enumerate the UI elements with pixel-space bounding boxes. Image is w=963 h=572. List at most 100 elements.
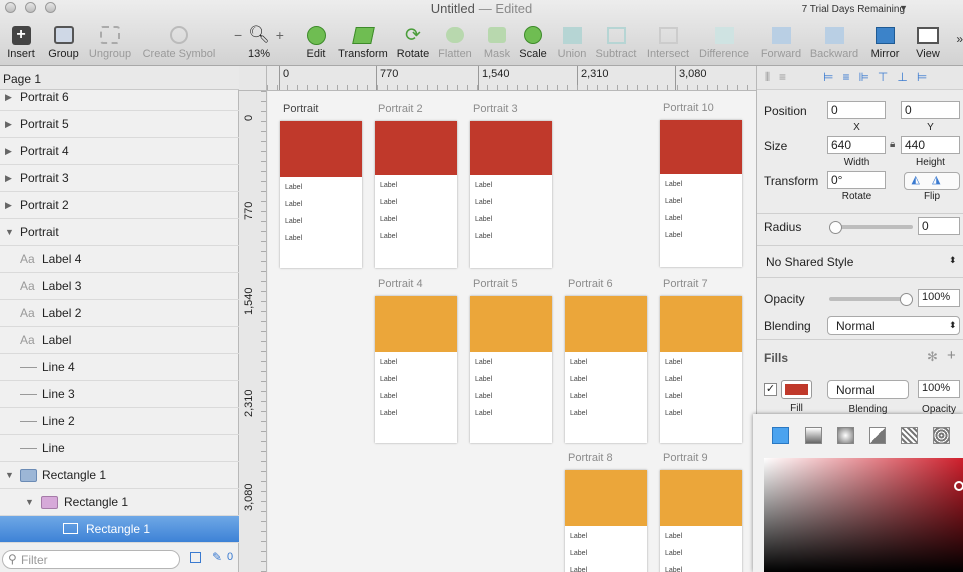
artboard-title[interactable]: Portrait 5 [473, 278, 518, 290]
fill-enabled-checkbox[interactable]: ✓ [764, 383, 777, 396]
radial-gradient-tab[interactable] [837, 427, 854, 444]
y-field[interactable]: 0 [901, 101, 960, 119]
mirror-button[interactable]: Mirror [868, 24, 902, 64]
filter-input[interactable]: ⚲ Filter [2, 550, 180, 569]
artboard-title[interactable]: Portrait 8 [568, 452, 613, 464]
gear-icon[interactable]: ✻ [927, 349, 938, 364]
group-button[interactable]: Group [47, 24, 80, 64]
x-field[interactable]: 0 [827, 101, 886, 119]
artboard-header-rect[interactable] [565, 470, 647, 526]
intersect-button[interactable]: Intersect [645, 24, 691, 64]
artboard-label-text[interactable]: Label [380, 199, 398, 206]
artboard-header-rect[interactable] [470, 296, 552, 352]
subtract-button[interactable]: Subtract [594, 24, 638, 64]
artboard-label-text[interactable]: Label [665, 567, 683, 572]
artboard-header-rect[interactable] [470, 121, 552, 175]
artboard-label-text[interactable]: Label [570, 533, 588, 540]
sidebar-item-portrait-4[interactable]: ▶ Portrait 4 [0, 138, 239, 165]
artboard-title[interactable]: Portrait 4 [378, 278, 423, 290]
blending-select[interactable]: Normal [827, 316, 960, 335]
artboard-label-text[interactable]: Label [665, 359, 683, 366]
radius-slider-knob[interactable] [829, 221, 842, 234]
artboard-header-rect[interactable] [280, 121, 362, 177]
align-icons[interactable]: ⊨≡⊫⊤⊥⊨ [823, 70, 937, 84]
artboard-title[interactable]: Portrait 2 [378, 103, 423, 115]
artboard-header-rect[interactable] [565, 296, 647, 352]
flip-control[interactable]: ◭◮ [904, 172, 960, 190]
artboard-title[interactable]: Portrait 3 [473, 103, 518, 115]
noise-fill-tab[interactable] [933, 427, 950, 444]
trial-remaining[interactable]: 7 Trial Days Remaining [801, 4, 905, 15]
disclosure-down-icon[interactable]: ▼ [25, 497, 34, 507]
artboard-label-text[interactable]: Label [665, 533, 683, 540]
artboard-label-text[interactable]: Label [570, 410, 588, 417]
ungroup-button[interactable]: Ungroup [86, 24, 134, 64]
artboard-label-text[interactable]: Label [665, 550, 683, 557]
artboard-label-text[interactable]: Label [380, 359, 398, 366]
toolbar-overflow-icon[interactable]: » [956, 32, 963, 46]
artboard-label-text[interactable]: Label [380, 393, 398, 400]
artboard-label-text[interactable]: Label [285, 218, 303, 225]
linear-gradient-tab[interactable] [805, 427, 822, 444]
artboard-label-text[interactable]: Label [380, 410, 398, 417]
artboard-label-text[interactable]: Label [665, 376, 683, 383]
sidebar-item-line-2[interactable]: Line 2 [0, 408, 239, 435]
artboard-label-text[interactable]: Label [665, 198, 683, 205]
vertical-ruler[interactable]: 0 770 1,540 2,310 3,080 [239, 91, 267, 572]
disclosure-right-icon[interactable]: ▶ [5, 200, 12, 210]
artboard-label-text[interactable]: Label [285, 235, 303, 242]
mask-button[interactable]: Mask [482, 24, 512, 64]
union-button[interactable]: Union [556, 24, 588, 64]
minimize-window-button[interactable] [25, 2, 36, 13]
disclosure-right-icon[interactable]: ▶ [5, 173, 12, 183]
duplicate-icon[interactable] [190, 552, 201, 563]
width-field[interactable]: 640 [827, 136, 886, 154]
artboard-label-text[interactable]: Label [665, 215, 683, 222]
artboard-label-text[interactable]: Label [380, 216, 398, 223]
artboard-label-text[interactable]: Label [285, 184, 303, 191]
sidebar-item-label-2[interactable]: Aa Label 2 [0, 300, 239, 327]
artboard-label-text[interactable]: Label [570, 359, 588, 366]
sidebar-item-rectangle-1[interactable]: ▼ Rectangle 1 [0, 489, 239, 516]
radius-field[interactable]: 0 [918, 217, 960, 235]
angular-gradient-tab[interactable] [869, 427, 886, 444]
zoom-control[interactable]: − 🔍︎ + 13% [229, 24, 289, 64]
opacity-slider-knob[interactable] [900, 293, 913, 306]
artboard-header-rect[interactable] [375, 121, 457, 175]
artboard-label-text[interactable]: Label [570, 393, 588, 400]
sidebar-item-portrait[interactable]: ▼ Portrait [0, 219, 239, 246]
artboard-label-text[interactable]: Label [475, 376, 493, 383]
pencil-icon[interactable]: ✎ [212, 550, 223, 564]
edit-button[interactable]: Edit [303, 24, 329, 64]
artboard-label-text[interactable]: Label [665, 181, 683, 188]
artboard-label-text[interactable]: Label [570, 550, 588, 557]
horizontal-ruler[interactable]: 0 770 1,540 2,310 3,080 [267, 66, 756, 91]
artboard-label-text[interactable]: Label [380, 182, 398, 189]
add-fill-icon[interactable]: + [947, 347, 956, 364]
sidebar-item-line-4[interactable]: Line 4 [0, 354, 239, 381]
disclosure-right-icon[interactable]: ▶ [5, 92, 12, 102]
disclosure-down-icon[interactable]: ▼ [5, 227, 14, 237]
fill-blending-select[interactable]: Normal [827, 380, 909, 399]
pattern-fill-tab[interactable] [901, 427, 918, 444]
sidebar-item-label-3[interactable]: Aa Label 3 [0, 273, 239, 300]
rotate-button[interactable]: ⟳ Rotate [396, 24, 430, 64]
sidebar-item-label-4[interactable]: Aa Label 4 [0, 246, 239, 273]
artboard-title[interactable]: Portrait 7 [663, 278, 708, 290]
artboard-label-text[interactable]: Label [475, 216, 493, 223]
zoom-out-button[interactable]: − [234, 27, 243, 43]
sidebar-item-portrait-2[interactable]: ▶ Portrait 2 [0, 192, 239, 219]
artboard-label-text[interactable]: Label [475, 359, 493, 366]
zoom-window-button[interactable] [45, 2, 56, 13]
artboard-header-rect[interactable] [660, 470, 742, 526]
create-symbol-button[interactable]: Create Symbol [142, 24, 216, 64]
sidebar-item-portrait-5[interactable]: ▶ Portrait 5 [0, 111, 239, 138]
sidebar-item-line[interactable]: Line [0, 435, 239, 462]
height-field[interactable]: 440 [901, 136, 960, 154]
sidebar-item-rectangle-1[interactable]: Rectangle 1 [0, 516, 239, 543]
